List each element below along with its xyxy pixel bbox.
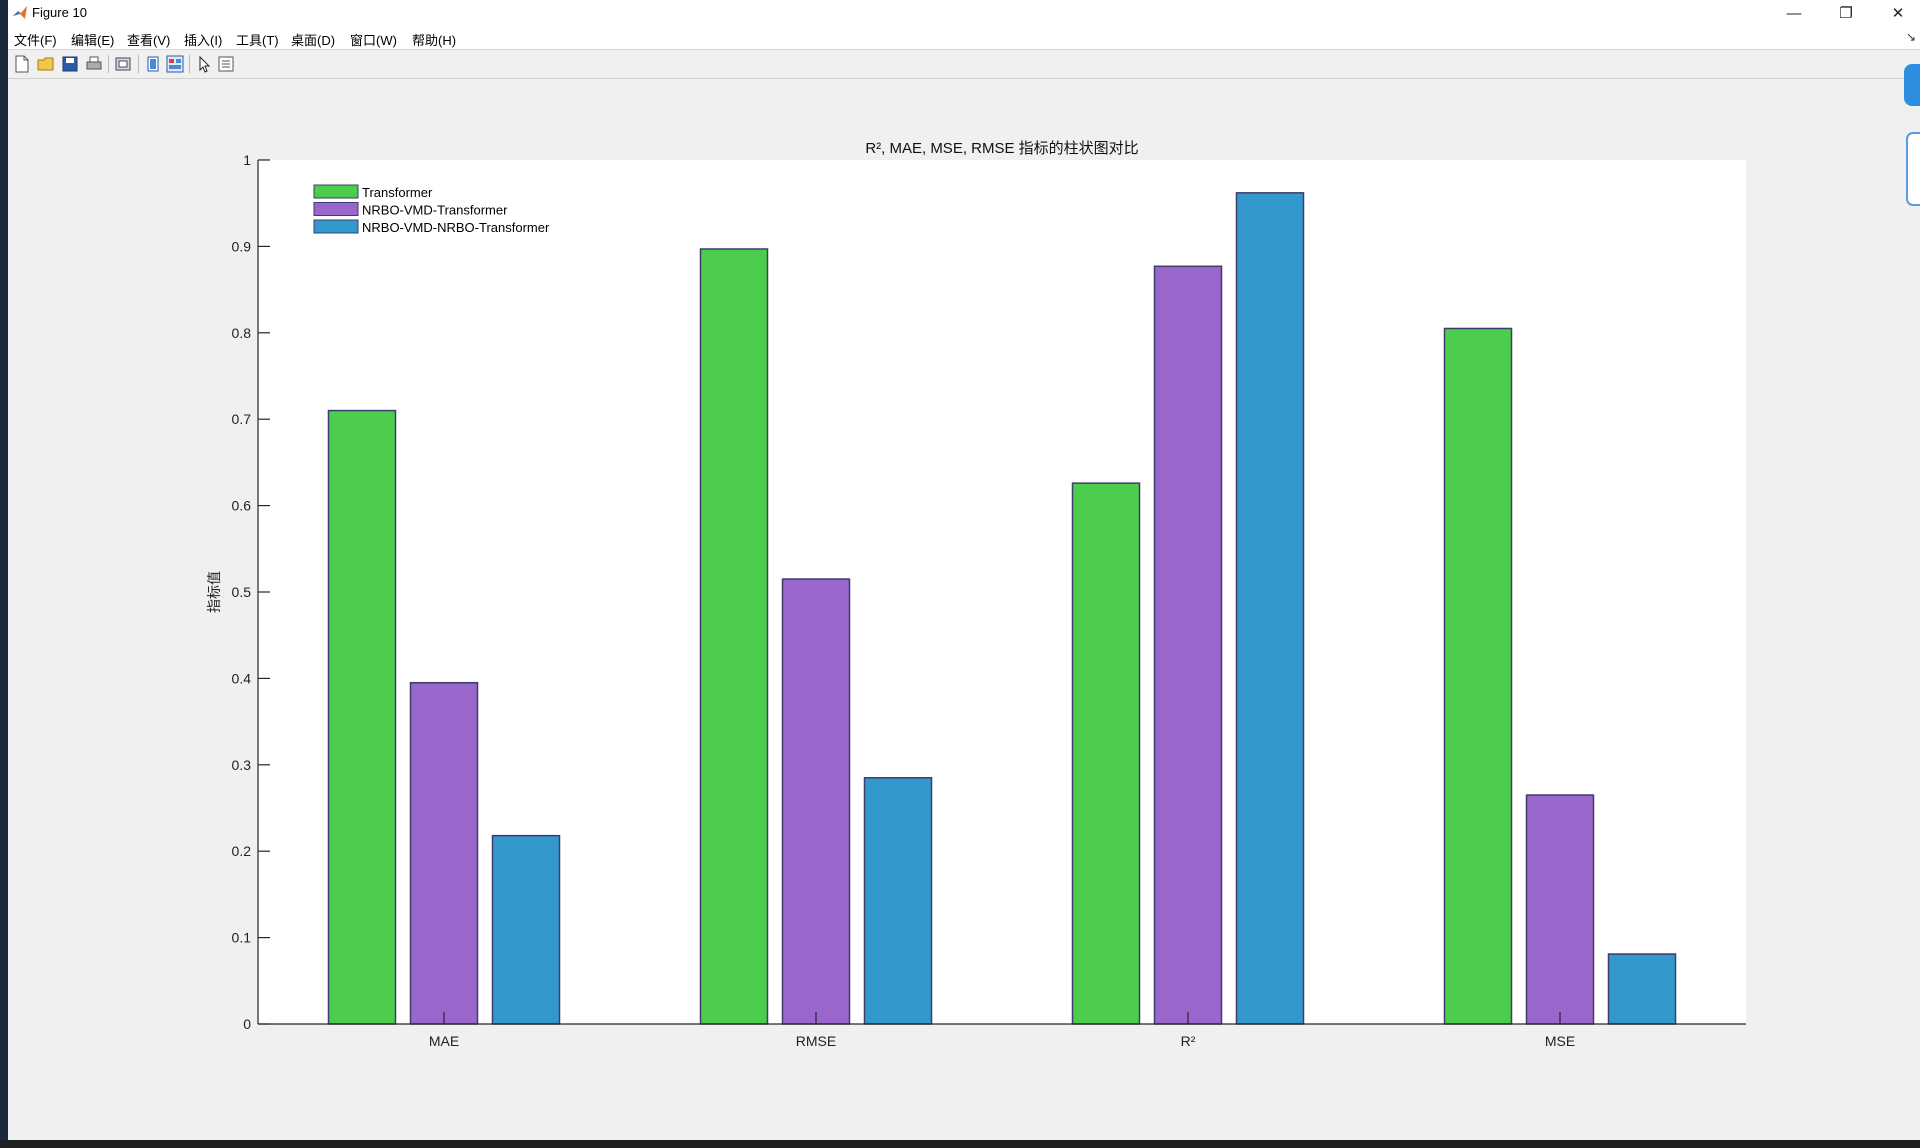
dock-arrow-icon[interactable]: ↘: [1905, 30, 1916, 44]
y-tick-label: 0.8: [232, 325, 252, 341]
bar-0-1: [409, 681, 479, 1025]
y-tick-label: 0.9: [232, 238, 252, 254]
y-tick-label: 0.3: [232, 757, 252, 773]
show-plot-tools-icon[interactable]: [165, 54, 185, 74]
close-button[interactable]: ✕: [1891, 5, 1905, 22]
property-inspector-icon[interactable]: [216, 54, 236, 74]
y-tick-label: 0.5: [232, 584, 252, 600]
bar-1-0: [699, 248, 769, 1025]
bar-3-1: [1525, 794, 1595, 1025]
taskbar: [0, 1140, 1920, 1148]
menu-view[interactable]: 查看(V): [127, 33, 171, 48]
x-tick-label: MAE: [429, 1033, 459, 1049]
minimize-button[interactable]: —: [1786, 4, 1802, 22]
new-figure-icon[interactable]: [12, 54, 32, 74]
y-axis-label: 指标值: [206, 571, 222, 613]
figure-window: Figure 10 — ❐ ✕ 文件(F) 编辑(E) 查看(V) 插入(I) …: [8, 0, 1920, 1140]
legend-label: NRBO-VMD-NRBO-Transformer: [362, 220, 550, 235]
bar-0-0: [327, 409, 397, 1025]
toolbar-separator: [189, 55, 190, 73]
restore-button[interactable]: ❐: [1839, 5, 1853, 22]
bar-1-2: [863, 777, 933, 1025]
bar-2-1: [1153, 265, 1223, 1025]
axes-background: [258, 160, 1746, 1024]
print-preview-icon[interactable]: [113, 54, 133, 74]
matlab-logo-icon: [13, 6, 27, 19]
y-tick-label: 0.1: [232, 930, 252, 946]
legend-label: NRBO-VMD-Transformer: [362, 203, 508, 218]
y-tick-label: 0.6: [232, 498, 252, 514]
y-axis-ticks: 0 0.1 0.2 0.3 0.4 0.5 0.6 0.7 0.8 0.9 1: [232, 152, 270, 1032]
figure-canvas: 00.10.20.30.40.50.60.70.80.91 MAE RMSE R² M…: [206, 140, 1746, 1049]
legend[interactable]: Transformer NRBO-VMD-Transformer NRBO-VMD-…: [313, 184, 550, 235]
menu-insert[interactable]: 插入(I): [184, 33, 223, 48]
menu-window[interactable]: 窗口(W): [350, 33, 397, 48]
bar-2-0: [1071, 482, 1141, 1025]
bar-group: [327, 192, 1677, 1025]
menu-desktop[interactable]: 桌面(D): [291, 33, 336, 48]
y-tick-label: 0.7: [232, 411, 252, 427]
bar-2-2: [1235, 192, 1305, 1025]
open-file-icon[interactable]: [36, 54, 56, 74]
x-tick-label: RMSE: [796, 1033, 836, 1049]
x-axis-ticks: MAE RMSE R² MSE: [429, 1012, 1575, 1049]
menu-bar: 文件(F) 编辑(E) 查看(V) 插入(I) 工具(T) 桌面(D) 窗口(W…: [8, 26, 1920, 50]
y-tick-label: 0.2: [232, 843, 252, 859]
legend-label: Transformer: [362, 185, 433, 200]
save-icon[interactable]: [60, 54, 80, 74]
side-panel-tab[interactable]: [1904, 64, 1920, 106]
print-icon[interactable]: [84, 54, 104, 74]
y-tick-label: 0.4: [232, 670, 252, 686]
toolbar: [8, 50, 1920, 79]
menu-help[interactable]: 帮助(H): [412, 33, 457, 48]
x-tick-label: R²: [1181, 1033, 1196, 1049]
title-bar[interactable]: Figure 10 — ❐ ✕: [8, 0, 1920, 26]
bar-3-2: [1607, 953, 1677, 1025]
y-tick-label: 1: [243, 152, 251, 168]
x-tick-label: MSE: [1545, 1033, 1575, 1049]
toolbar-separator: [108, 55, 109, 73]
y-tick-label: 0: [243, 1016, 251, 1032]
menu-file[interactable]: 文件(F): [14, 33, 57, 48]
window-title: Figure 10: [32, 5, 87, 20]
toolbar-separator: [138, 55, 139, 73]
bar-1-1: [781, 578, 851, 1025]
menu-tools[interactable]: 工具(T): [236, 33, 279, 48]
menu-edit[interactable]: 编辑(E): [71, 33, 115, 48]
side-scrollbar[interactable]: [1906, 132, 1920, 206]
legend-swatch: [313, 202, 359, 216]
bar-0-2: [491, 834, 561, 1025]
hide-plot-tools-icon[interactable]: [143, 54, 163, 74]
legend-swatch: [313, 184, 359, 199]
chart-title: R², MAE, MSE, RMSE 指标的柱状图对比: [865, 140, 1138, 157]
edit-plot-arrow-icon[interactable]: [194, 54, 214, 74]
bar-3-0: [1443, 327, 1513, 1025]
legend-swatch: [313, 219, 359, 234]
